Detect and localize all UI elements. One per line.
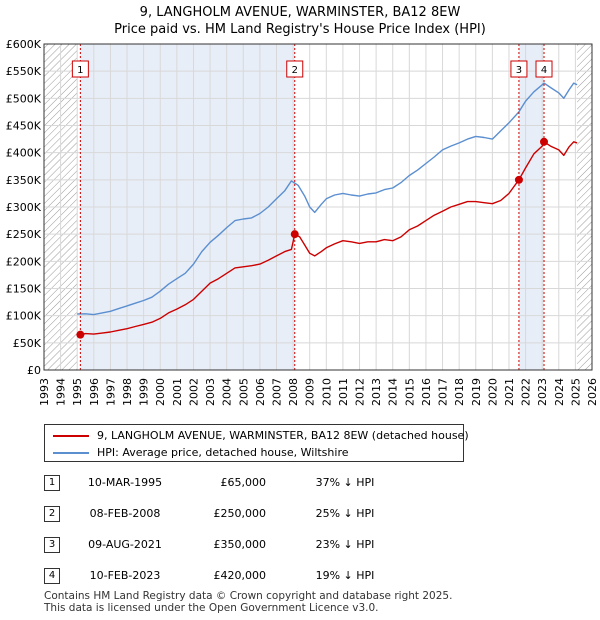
y-tick-label: £150K <box>6 283 42 296</box>
y-tick-label: £400K <box>6 147 42 160</box>
chart-title: 9, LANGHOLM AVENUE, WARMINSTER, BA12 8EW… <box>0 4 600 38</box>
x-tick-label: 2010 <box>320 378 333 406</box>
sale-hpi-diff: 25% ↓ HPI <box>315 507 375 520</box>
x-tick-label: 2007 <box>270 378 283 406</box>
legend-swatch-hpi <box>53 452 89 454</box>
chart-legend: 9, LANGHOLM AVENUE, WARMINSTER, BA12 8EW… <box>44 424 469 462</box>
sale-label-box <box>71 60 89 78</box>
table-row: 1 10-MAR-1995 £65,000 37% ↓ HPI <box>0 472 600 494</box>
sale-label: 3 <box>516 65 522 76</box>
x-tick-label: 2014 <box>387 378 400 406</box>
sale-label-box <box>535 60 553 78</box>
price-chart: 1 2 3 4 £0 £50K £100K £150K £200K £250K £300K £350… <box>6 38 599 406</box>
sale-date: 08-FEB-2008 <box>89 507 161 520</box>
x-tick-label: 1997 <box>104 378 117 406</box>
sale-date: 10-MAR-1995 <box>87 476 163 489</box>
x-tick-label: 2023 <box>536 378 549 406</box>
series-line-hpi <box>77 82 578 316</box>
x-tick-label: 2013 <box>370 378 383 406</box>
x-tick-label: 2020 <box>486 378 499 406</box>
footer-line-2: This data is licensed under the Open Gov… <box>44 602 379 614</box>
x-tick-label: 2019 <box>470 378 483 406</box>
sale-point <box>76 330 85 339</box>
x-tick-label: 2011 <box>337 378 350 406</box>
x-tick-label: 2021 <box>503 378 516 406</box>
y-tick-label: £100K <box>6 310 42 323</box>
x-tick-label: 2026 <box>586 378 599 406</box>
x-tick-label: 2005 <box>237 378 250 406</box>
table-row: 3 09-AUG-2021 £350,000 23% ↓ HPI <box>0 534 600 556</box>
y-tick-label: £300K <box>6 201 42 214</box>
x-tick-label: 1998 <box>121 378 134 406</box>
x-tick-label: 1995 <box>71 378 84 406</box>
sale-label: 1 <box>77 65 83 76</box>
sale-point <box>514 175 523 184</box>
x-tick-label: 2008 <box>287 378 300 406</box>
x-tick-label: 2009 <box>304 378 317 406</box>
sale-price: £250,000 <box>213 507 267 520</box>
y-tick-label: £200K <box>6 255 42 268</box>
x-tick-label: 2004 <box>221 378 234 406</box>
y-tick-label: £600K <box>6 38 42 51</box>
x-tick-label: 1993 <box>38 378 51 406</box>
footer-credits: Contains HM Land Registry data © Crown c… <box>44 590 452 614</box>
sale-price: £65,000 <box>220 476 267 489</box>
x-tick-label: 2006 <box>254 378 267 406</box>
y-tick-label: £0 <box>27 364 41 377</box>
legend-item-hpi: HPI: Average price, detached house, Wilt… <box>53 444 349 461</box>
table-row: 4 10-FEB-2023 £420,000 19% ↓ HPI <box>0 565 600 587</box>
plot-frame <box>43 43 593 371</box>
x-tick-label: 2000 <box>154 378 167 406</box>
x-tick-label: 2024 <box>553 378 566 406</box>
sale-label-box <box>286 60 304 78</box>
y-tick-label: £250K <box>6 228 42 241</box>
sale-point <box>540 137 549 146</box>
x-tick-label: 2018 <box>453 378 466 406</box>
table-row: 2 08-FEB-2008 £250,000 25% ↓ HPI <box>0 503 600 525</box>
x-tick-label: 2002 <box>187 378 200 406</box>
y-tick-label: £500K <box>6 92 42 105</box>
footer-line-1: Contains HM Land Registry data © Crown c… <box>44 590 453 602</box>
x-tick-label: 1994 <box>55 378 68 406</box>
series-line-property <box>80 141 578 336</box>
sale-label: 2 <box>292 65 298 76</box>
sale-label: 4 <box>541 65 547 76</box>
sale-number-badge: 1 <box>44 475 60 491</box>
x-tick-label: 2022 <box>520 378 533 406</box>
sale-hpi-diff: 23% ↓ HPI <box>315 538 375 551</box>
x-tick-label: 2017 <box>437 378 450 406</box>
x-tick-label: 2001 <box>171 378 184 406</box>
y-tick-label: £50K <box>13 337 42 350</box>
sale-label-box <box>510 60 528 78</box>
sale-price: £350,000 <box>213 538 267 551</box>
legend-item-property: 9, LANGHOLM AVENUE, WARMINSTER, BA12 8EW… <box>53 427 469 444</box>
legend-label-property: 9, LANGHOLM AVENUE, WARMINSTER, BA12 8EW… <box>97 429 469 442</box>
sale-date: 10-FEB-2023 <box>89 569 161 582</box>
title-line-1: 9, LANGHOLM AVENUE, WARMINSTER, BA12 8EW <box>139 5 461 20</box>
x-tick-label: 2025 <box>569 378 582 406</box>
legend-label-hpi: HPI: Average price, detached house, Wilt… <box>97 446 349 459</box>
sale-number-badge: 2 <box>44 506 60 522</box>
y-tick-label: £450K <box>6 120 42 133</box>
legend-swatch-property <box>53 435 89 437</box>
sale-point <box>290 230 299 239</box>
title-line-2: Price paid vs. HM Land Registry's House … <box>114 22 486 37</box>
x-tick-label: 2003 <box>204 378 217 406</box>
sale-number-badge: 3 <box>44 537 60 553</box>
x-tick-label: 1999 <box>138 378 151 406</box>
x-tick-label: 1996 <box>88 378 101 406</box>
sale-hpi-diff: 37% ↓ HPI <box>315 476 375 489</box>
sale-price: £420,000 <box>213 569 267 582</box>
sale-date: 09-AUG-2021 <box>88 538 162 551</box>
x-tick-label: 2012 <box>354 378 367 406</box>
x-tick-label: 2015 <box>403 378 416 406</box>
y-tick-label: £350K <box>6 174 42 187</box>
sale-number-badge: 4 <box>44 568 60 584</box>
x-tick-label: 2016 <box>420 378 433 406</box>
y-tick-label: £550K <box>6 65 42 78</box>
sale-hpi-diff: 19% ↓ HPI <box>315 569 375 582</box>
